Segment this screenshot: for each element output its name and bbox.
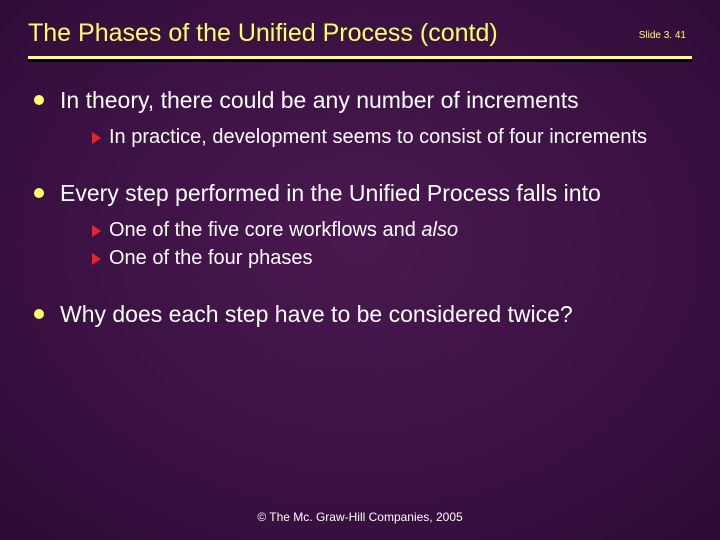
list-item: In theory, there could be any number of … (34, 86, 686, 115)
footer-copyright: © The Mc. Graw-Hill Companies, 2005 (0, 510, 720, 524)
arrow-icon (92, 225, 101, 237)
list-item: Every step performed in the Unified Proc… (34, 179, 686, 208)
list-item: In practice, development seems to consis… (92, 125, 686, 151)
italic-text: also (421, 219, 458, 241)
list-item-text: One of the four phases (109, 246, 312, 272)
bullet-icon (34, 95, 44, 105)
slide-number: Slide 3. 41 (639, 30, 686, 41)
list-item: Why does each step have to be considered… (34, 300, 686, 329)
list-item: One of the five core workflows and also (92, 218, 686, 244)
list-item-text: Why does each step have to be considered… (60, 300, 573, 329)
sub-list: In practice, development seems to consis… (92, 125, 686, 151)
arrow-icon (92, 132, 101, 144)
sub-list: One of the five core workflows and also … (92, 218, 686, 271)
arrow-icon (92, 253, 101, 265)
list-item: One of the four phases (92, 246, 686, 272)
list-item-text: In practice, development seems to consis… (109, 125, 647, 151)
list-item-text: In theory, there could be any number of … (60, 86, 579, 115)
slide-body: In theory, there could be any number of … (0, 62, 720, 329)
title-rule-inner (28, 56, 692, 59)
list-item-text: One of the five core workflows and also (109, 218, 458, 244)
slide-title: The Phases of the Unified Process (contd… (28, 18, 692, 48)
bullet-icon (34, 309, 44, 319)
bullet-icon (34, 188, 44, 198)
list-item-text-part: One of the five core workflows and (109, 219, 421, 241)
list-item-text: Every step performed in the Unified Proc… (60, 179, 601, 208)
title-bar: The Phases of the Unified Process (contd… (0, 0, 720, 48)
